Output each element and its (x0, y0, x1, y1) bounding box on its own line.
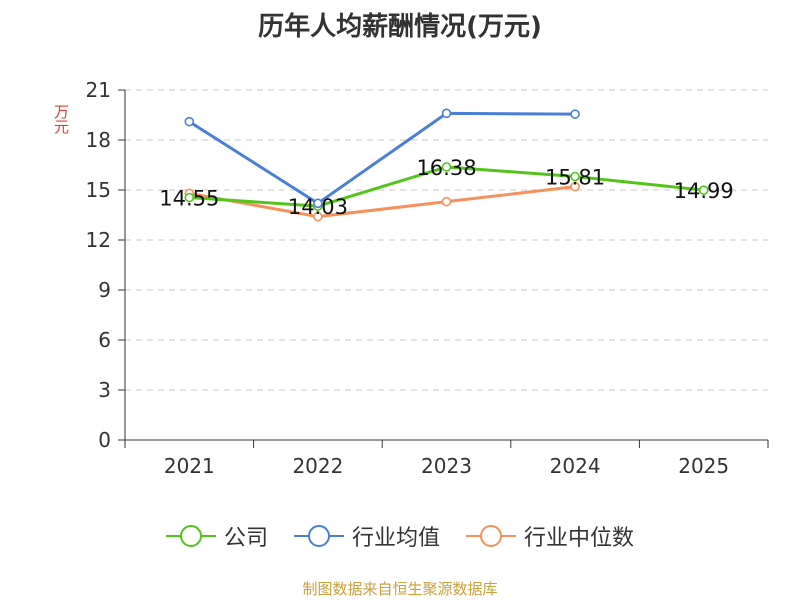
data-label: 14.03 (288, 195, 348, 219)
y-tick-label: 21 (86, 78, 111, 102)
x-tick-label: 2021 (164, 454, 215, 478)
series-line-2 (189, 185, 576, 219)
data-label: 14.99 (674, 179, 734, 203)
y-tick-label: 15 (86, 178, 111, 202)
series-point (441, 162, 452, 172)
legend-marker (466, 525, 516, 547)
legend-label: 公司 (223, 526, 268, 551)
y-tick-label: 9 (98, 278, 111, 302)
series-point (313, 198, 323, 209)
x-tick-label: 2025 (678, 454, 729, 478)
y-tick-label: 3 (98, 378, 111, 402)
series-point (441, 196, 452, 207)
x-tick-label: 2024 (550, 454, 601, 478)
y-axis-label: 万元 (52, 104, 70, 134)
chart-title: 历年人均薪酬情况(万元) (258, 12, 542, 42)
legend-item[interactable]: 公司 (165, 520, 268, 552)
x-tick-label: 2022 (292, 454, 343, 478)
y-tick-label: 18 (86, 128, 111, 152)
data-label: 15.81 (545, 166, 605, 190)
series-point (184, 116, 195, 127)
series-point (184, 192, 195, 203)
legend-label: 行业中位数 (524, 526, 635, 551)
series-point (313, 211, 323, 222)
y-tick-label: 12 (86, 228, 111, 252)
series-point (698, 185, 709, 195)
series-point (570, 109, 580, 119)
data-label: 16.38 (416, 156, 476, 180)
y-tick-label: 6 (98, 328, 111, 352)
legend-item[interactable]: 行业中位数 (466, 520, 634, 552)
y-tick-label: 0 (98, 428, 111, 452)
series-point (570, 181, 580, 192)
legend: 公司 行业均值 行业中位数 (0, 520, 800, 552)
legend-item[interactable]: 行业均值 (293, 520, 440, 552)
series-point (441, 108, 452, 119)
data-label: 14.55 (159, 187, 219, 211)
series-point (570, 171, 580, 182)
source-note: 制图数据来自恒生聚源数据库 (302, 580, 498, 598)
legend-marker (293, 525, 344, 547)
series-line-1 (188, 111, 576, 205)
legend-label: 行业均值 (351, 526, 440, 551)
legend-marker (165, 525, 216, 547)
x-tick-label: 2023 (421, 454, 472, 478)
